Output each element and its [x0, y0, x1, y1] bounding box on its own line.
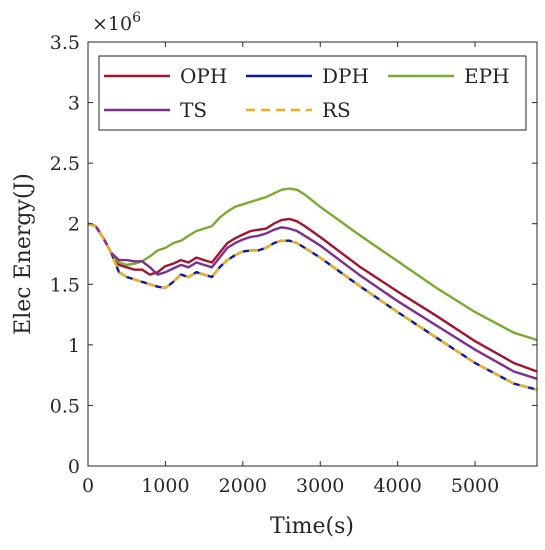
series-line-oph: [87, 217, 538, 373]
series-line-rs: [87, 222, 538, 391]
y-axis-ticks: 0 0.5 1 1.5 2 2.5 3 3.5: [50, 32, 537, 478]
x-axis-ticks: 0 1000 2000 3000 4000 5000: [82, 42, 499, 497]
y-tick-label: 3.5: [50, 32, 80, 54]
y-exponent-label: ×106: [92, 10, 141, 35]
x-axis-label: Time(s): [270, 514, 354, 539]
legend-label-eph: EPH: [464, 64, 510, 88]
x-tick-label: 5000: [451, 475, 499, 497]
y-tick-label: 1: [68, 335, 80, 357]
x-tick-label: 1000: [141, 475, 189, 497]
y-tick-label: 0: [68, 456, 80, 478]
y-axis-label: Elec Energy(J): [11, 173, 36, 335]
x-tick-label: 4000: [373, 475, 421, 497]
y-exponent-power: 6: [132, 10, 141, 26]
series-layer: [87, 187, 538, 391]
y-tick-label: 2: [68, 214, 80, 236]
x-tick-label: 2000: [219, 475, 267, 497]
x-tick-label: 0: [82, 475, 94, 497]
y-tick-label: 2.5: [50, 153, 80, 175]
plot-frame: [87, 41, 538, 467]
legend-label-ts: TS: [180, 98, 207, 122]
y-tick-label: 1.5: [50, 274, 80, 296]
x-tick-label: 3000: [296, 475, 344, 497]
legend: OPH DPH EPH TS RS: [98, 55, 527, 131]
legend-label-rs: RS: [322, 98, 351, 122]
y-tick-label: 3: [68, 93, 80, 115]
axes: [87, 41, 538, 467]
y-tick-label: 0.5: [50, 395, 80, 417]
series-line-ts: [87, 222, 538, 380]
legend-label-dph: DPH: [322, 64, 369, 88]
legend-box: [98, 55, 527, 131]
legend-label-oph: OPH: [180, 64, 227, 88]
series-line-eph: [87, 187, 538, 342]
